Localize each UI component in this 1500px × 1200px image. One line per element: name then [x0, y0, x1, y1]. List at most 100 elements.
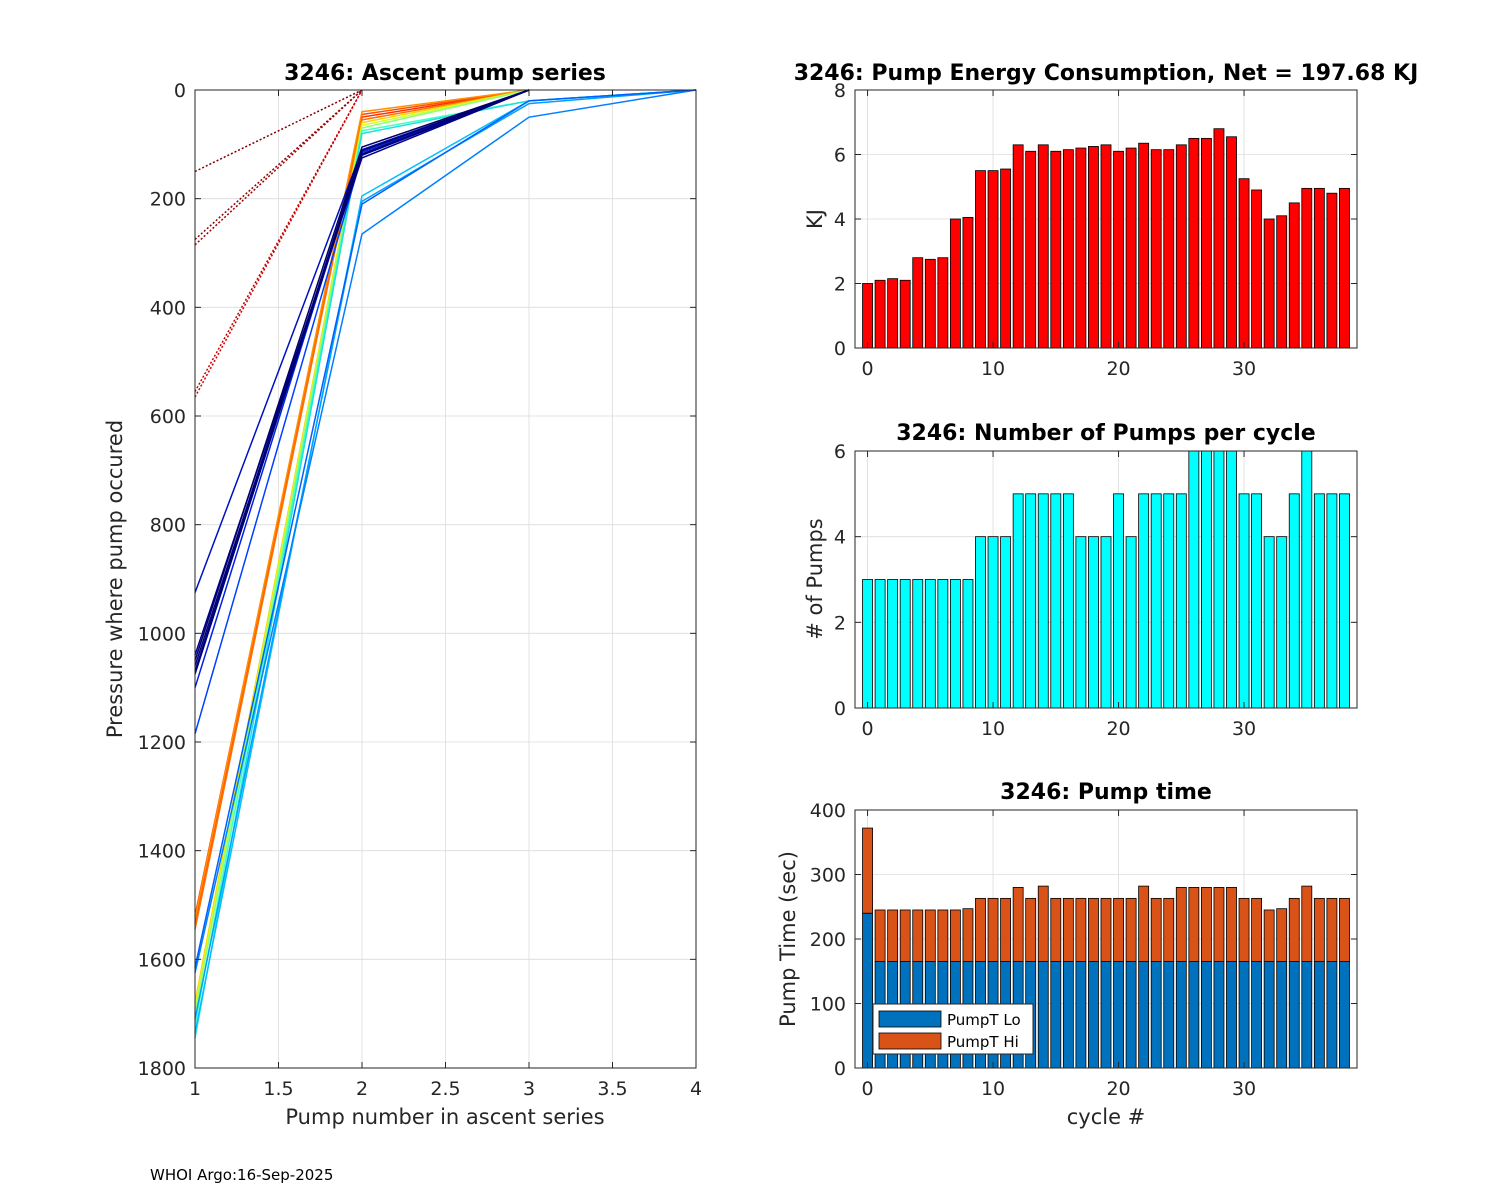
pumptime-x-tick-label: 20: [1106, 1078, 1130, 1100]
bar-lo: [1100, 961, 1112, 1069]
bar-hi: [1125, 897, 1137, 962]
pumps-y-tick-label: 6: [834, 441, 846, 463]
energy-bar: [1238, 178, 1250, 349]
bar-hi: [1037, 885, 1049, 962]
bar-hi: [912, 909, 924, 962]
pumps-bar: [899, 579, 911, 709]
bar-hi: [1188, 887, 1200, 962]
energy-bar: [937, 257, 949, 349]
pumps-bar: [1251, 493, 1263, 709]
energy-bar: [1175, 144, 1187, 349]
legend-swatch-lo: [878, 1010, 942, 1028]
bar-lo: [1075, 961, 1087, 1069]
pumps-bar: [1326, 493, 1338, 709]
bar-hi: [1226, 887, 1237, 962]
pumps-bar: [912, 579, 924, 709]
pumps-bar: [1288, 493, 1300, 709]
energy-x-tick-label: 0: [862, 358, 874, 380]
bar-lo: [1251, 961, 1263, 1069]
energy-bar: [1200, 137, 1212, 349]
pumps-x-tick-label: 20: [1106, 718, 1130, 740]
energy-bar: [1138, 142, 1150, 349]
legend-swatch-hi: [878, 1032, 942, 1050]
ascent-y-tick-label: 400: [150, 297, 186, 319]
pumptime-x-tick-label: 0: [862, 1078, 874, 1100]
pumps-bar: [1100, 536, 1112, 709]
ascent-y-tick-label: 800: [150, 515, 186, 537]
pumptime-y-axis-label: Pump Time (sec): [776, 851, 800, 1027]
pumps-bar: [962, 579, 974, 709]
bar-hi: [1213, 887, 1225, 962]
bar-hi: [1339, 897, 1350, 962]
bar-hi: [1138, 885, 1150, 962]
ascent-x-tick-label: 1: [189, 1078, 201, 1100]
energy-bar: [1150, 149, 1162, 349]
pumps-x-tick-label: 30: [1232, 718, 1256, 740]
bar-hi: [874, 909, 886, 962]
energy-bar: [1050, 150, 1062, 349]
bar-lo: [1326, 961, 1338, 1069]
pumps-y-tick-label: 4: [834, 527, 846, 549]
ascent-y-tick-label: 200: [150, 189, 186, 211]
bar-lo: [1062, 961, 1074, 1069]
energy-bar: [1100, 144, 1112, 349]
footer-stamp: WHOI Argo:16-Sep-2025: [150, 1166, 334, 1184]
energy-x-tick-label: 20: [1106, 358, 1130, 380]
ascent-y-tick-label: 0: [174, 80, 186, 102]
pumps-bar: [862, 579, 873, 709]
pumps-bar: [1113, 493, 1124, 709]
bar-hi: [1276, 908, 1288, 962]
energy-bar: [887, 278, 899, 349]
energy-bar: [924, 258, 936, 349]
series-line-c9: [194, 89, 530, 1003]
energy-bar: [1037, 144, 1049, 349]
series-line-c16: [194, 89, 697, 974]
bar-lo: [1037, 961, 1049, 1069]
energy-bar: [1213, 128, 1225, 349]
bar-hi: [1313, 897, 1325, 962]
bar-lo: [1125, 961, 1137, 1069]
bar-hi: [1012, 887, 1024, 962]
energy-bar: [1326, 192, 1338, 349]
bar-lo: [1301, 961, 1313, 1069]
ascent-y-axis-label: Pressure where pump occured: [103, 420, 127, 738]
ascent-x-tick-label: 3.5: [597, 1078, 627, 1100]
bar-lo: [1138, 961, 1150, 1069]
series-line-c2: [194, 89, 363, 246]
pumps-bar: [1075, 536, 1087, 709]
bar-hi: [987, 897, 999, 962]
pumps-bar: [1025, 493, 1037, 709]
pumps-bar: [1088, 536, 1099, 709]
bar-lo: [1150, 961, 1162, 1069]
pumps-bar: [1050, 493, 1062, 709]
ascent-x-tick-label: 4: [690, 1078, 702, 1100]
pumps-y-axis-label: # of Pumps: [803, 518, 827, 640]
energy-y-tick-label: 2: [834, 274, 846, 296]
bar-hi: [1100, 897, 1112, 962]
energy-chart-title: 3246: Pump Energy Consumption, Net = 197…: [794, 61, 1419, 86]
pumps-bar: [1150, 493, 1162, 709]
energy-bar: [1276, 215, 1288, 349]
energy-bar: [987, 170, 999, 349]
bar-hi: [962, 908, 974, 962]
bar-lo: [1238, 961, 1250, 1069]
bar-hi: [1263, 909, 1275, 962]
bar-hi: [899, 909, 911, 962]
pumptime-chart-title: 3246: Pump time: [1000, 780, 1212, 805]
pumps-bar: [1037, 493, 1049, 709]
energy-bar: [1263, 218, 1275, 349]
energy-y-tick-label: 4: [834, 209, 846, 231]
energy-bar: [1163, 149, 1175, 349]
pumptime-x-axis-label: cycle #: [1067, 1105, 1146, 1129]
bar-hi: [862, 827, 873, 914]
series-line-c23: [194, 89, 530, 672]
bar-lo: [1276, 961, 1288, 1069]
bar-hi: [1088, 897, 1099, 962]
bar-lo: [1088, 961, 1099, 1069]
ascent-y-tick-label: 1800: [138, 1058, 186, 1080]
energy-bar: [1339, 187, 1350, 349]
pumptime-y-tick-label: 100: [810, 994, 846, 1016]
ascent-pump-series-chart: 1 1.5 2 2.5 3 3.5 4 0 200 400 600 800 1000 1200 1400 16…: [103, 61, 702, 1129]
ascent-x-axis-label: Pump number in ascent series: [285, 1105, 604, 1129]
